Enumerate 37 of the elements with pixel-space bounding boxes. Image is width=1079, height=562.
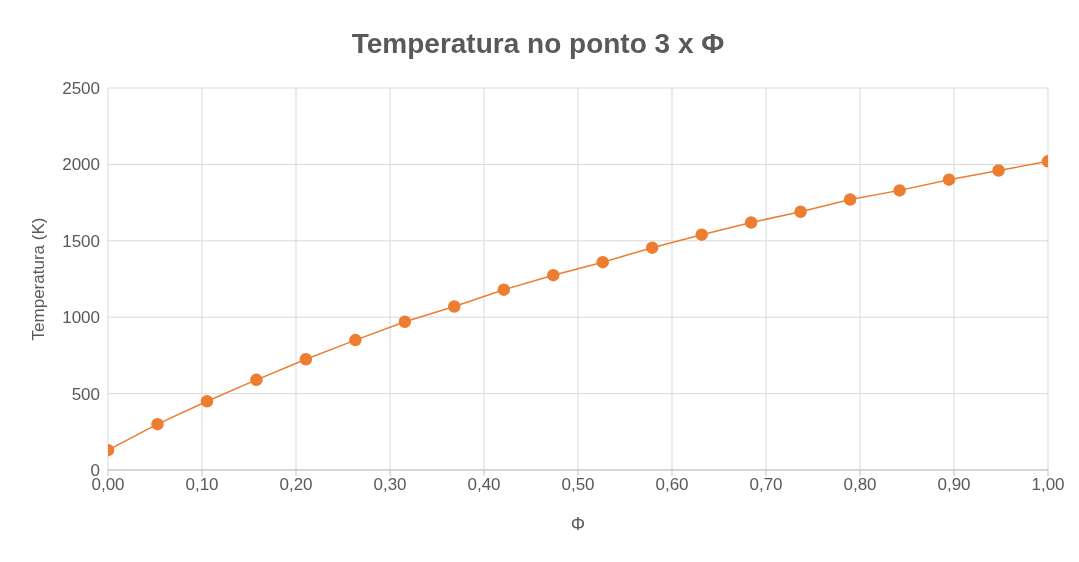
point — [250, 373, 263, 387]
point — [695, 228, 708, 241]
point — [843, 193, 857, 206]
point — [151, 417, 164, 431]
y-tick-label: 500 — [71, 384, 100, 404]
point — [299, 352, 313, 366]
point — [398, 315, 412, 329]
point — [992, 164, 1005, 177]
x-axis-title: Φ — [570, 514, 586, 534]
point — [794, 205, 807, 219]
y-tick-label: 1000 — [62, 308, 100, 328]
x-tick-label: 0,30 — [373, 475, 407, 495]
x-tick-label: 0,10 — [185, 475, 219, 495]
x-tick-label: 0,70 — [749, 475, 783, 495]
point — [893, 184, 906, 197]
x-tick-label: 0,80 — [843, 475, 877, 495]
x-tick-label: 0,90 — [937, 475, 971, 495]
point — [200, 394, 214, 408]
chart-title: Temperatura no ponto 3 x Φ — [350, 27, 726, 61]
point — [596, 255, 609, 269]
x-tick-label: 0,00 — [91, 475, 125, 495]
point — [349, 333, 362, 347]
y-tick-label: 2000 — [62, 155, 100, 175]
point — [547, 268, 560, 282]
y-tick-label: 2500 — [62, 79, 100, 98]
x-tick-label: 0,60 — [655, 475, 689, 495]
point — [497, 283, 511, 296]
point — [448, 300, 461, 313]
x-tick-label: 0,40 — [467, 475, 501, 495]
point — [645, 241, 659, 254]
x-tick-label: 0,20 — [279, 475, 313, 495]
point — [942, 173, 956, 186]
y-axis-title: Temperatura (K) — [29, 217, 49, 341]
x-tick-label: 1,00 — [1031, 475, 1065, 495]
x-tick-label: 0,50 — [561, 475, 595, 495]
y-tick-label: 1500 — [62, 231, 100, 251]
point — [744, 216, 758, 229]
